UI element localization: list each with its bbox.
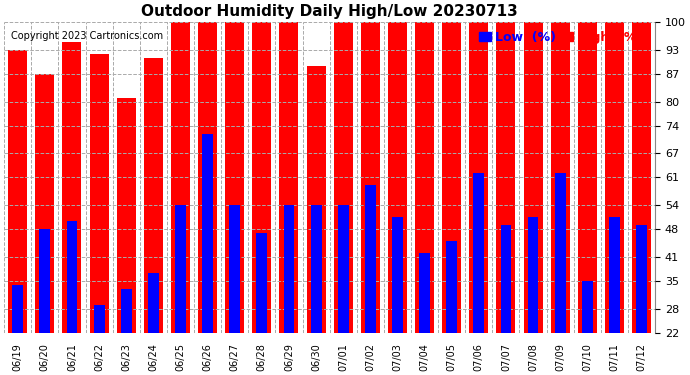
Bar [388,22,407,333]
Bar [39,230,50,333]
Bar [415,22,434,333]
Bar [257,233,267,333]
Bar [202,134,213,333]
Bar [632,22,651,333]
Bar [284,206,295,333]
Bar [63,42,81,333]
Bar [334,22,353,333]
Bar [253,22,271,333]
Title: Outdoor Humidity Daily High/Low 20230713: Outdoor Humidity Daily High/Low 20230713 [141,4,518,19]
Bar [229,206,240,333]
Bar [500,225,511,333]
Bar [496,22,515,333]
Bar [392,217,403,333]
Legend: Low  (%), High  (%): Low (%), High (%) [479,31,642,44]
Bar [225,22,244,333]
Bar [609,217,620,333]
Bar [144,58,163,333]
Bar [198,22,217,333]
Bar [117,98,136,333]
Bar [582,281,593,333]
Bar [551,22,570,333]
Bar [555,173,566,333]
Bar [35,74,55,333]
Bar [279,22,299,333]
Bar [175,206,186,333]
Bar [338,206,348,333]
Bar [66,221,77,333]
Bar [306,66,326,333]
Bar [365,185,376,333]
Bar [94,305,104,333]
Bar [446,241,457,333]
Bar [528,217,538,333]
Bar [310,206,322,333]
Bar [578,22,597,333]
Bar [8,50,27,333]
Bar [442,22,461,333]
Bar [419,253,430,333]
Text: Copyright 2023 Cartronics.com: Copyright 2023 Cartronics.com [10,31,163,41]
Bar [469,22,489,333]
Bar [473,173,484,333]
Bar [148,273,159,333]
Bar [361,22,380,333]
Bar [524,22,542,333]
Bar [121,289,132,333]
Bar [90,54,108,333]
Bar [636,225,647,333]
Bar [171,22,190,333]
Bar [12,285,23,333]
Bar [605,22,624,333]
